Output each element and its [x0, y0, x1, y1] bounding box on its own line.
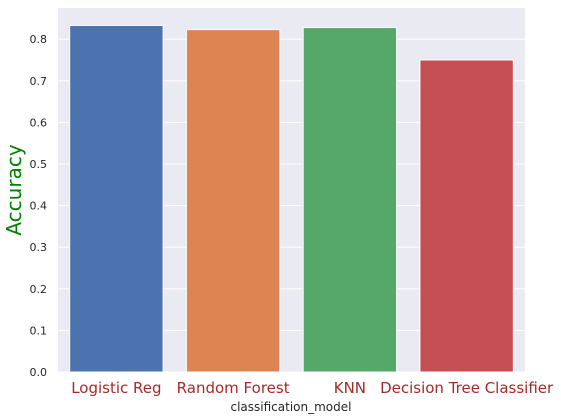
bar-random-forest: [185, 29, 281, 373]
x-tick-label: KNN: [334, 379, 366, 397]
bar-knn: [302, 27, 398, 373]
y-tick-labels: 0.0 0.1 0.2 0.3 0.4 0.5 0.6 0.7 0.8: [30, 33, 48, 379]
x-axis-label: classification_model: [231, 400, 352, 414]
y-tick-label: 0.4: [30, 200, 48, 213]
y-tick-label: 0.2: [30, 283, 48, 296]
y-tick-label: 0.1: [30, 324, 48, 337]
y-tick-label: 0.3: [30, 241, 48, 254]
y-tick-label: 0.7: [30, 75, 48, 88]
x-tick-label: Random Forest: [177, 379, 290, 397]
x-tick-labels: Logistic Reg Random Forest KNN Decision Tre…: [71, 379, 554, 397]
x-tick-label: Decision Tree Classifier: [380, 379, 554, 397]
y-tick-label: 0.6: [30, 116, 48, 129]
x-tick-label: Logistic Reg: [71, 379, 161, 397]
y-tick-label: 0.0: [30, 366, 48, 379]
y-tick-label: 0.5: [30, 158, 48, 171]
bars: [69, 24, 514, 373]
y-axis-label: Accuracy: [2, 144, 26, 235]
bar-decision-tree-classifier: [419, 59, 514, 373]
bar-logistic-reg: [69, 24, 164, 373]
y-tick-label: 0.8: [30, 33, 48, 46]
